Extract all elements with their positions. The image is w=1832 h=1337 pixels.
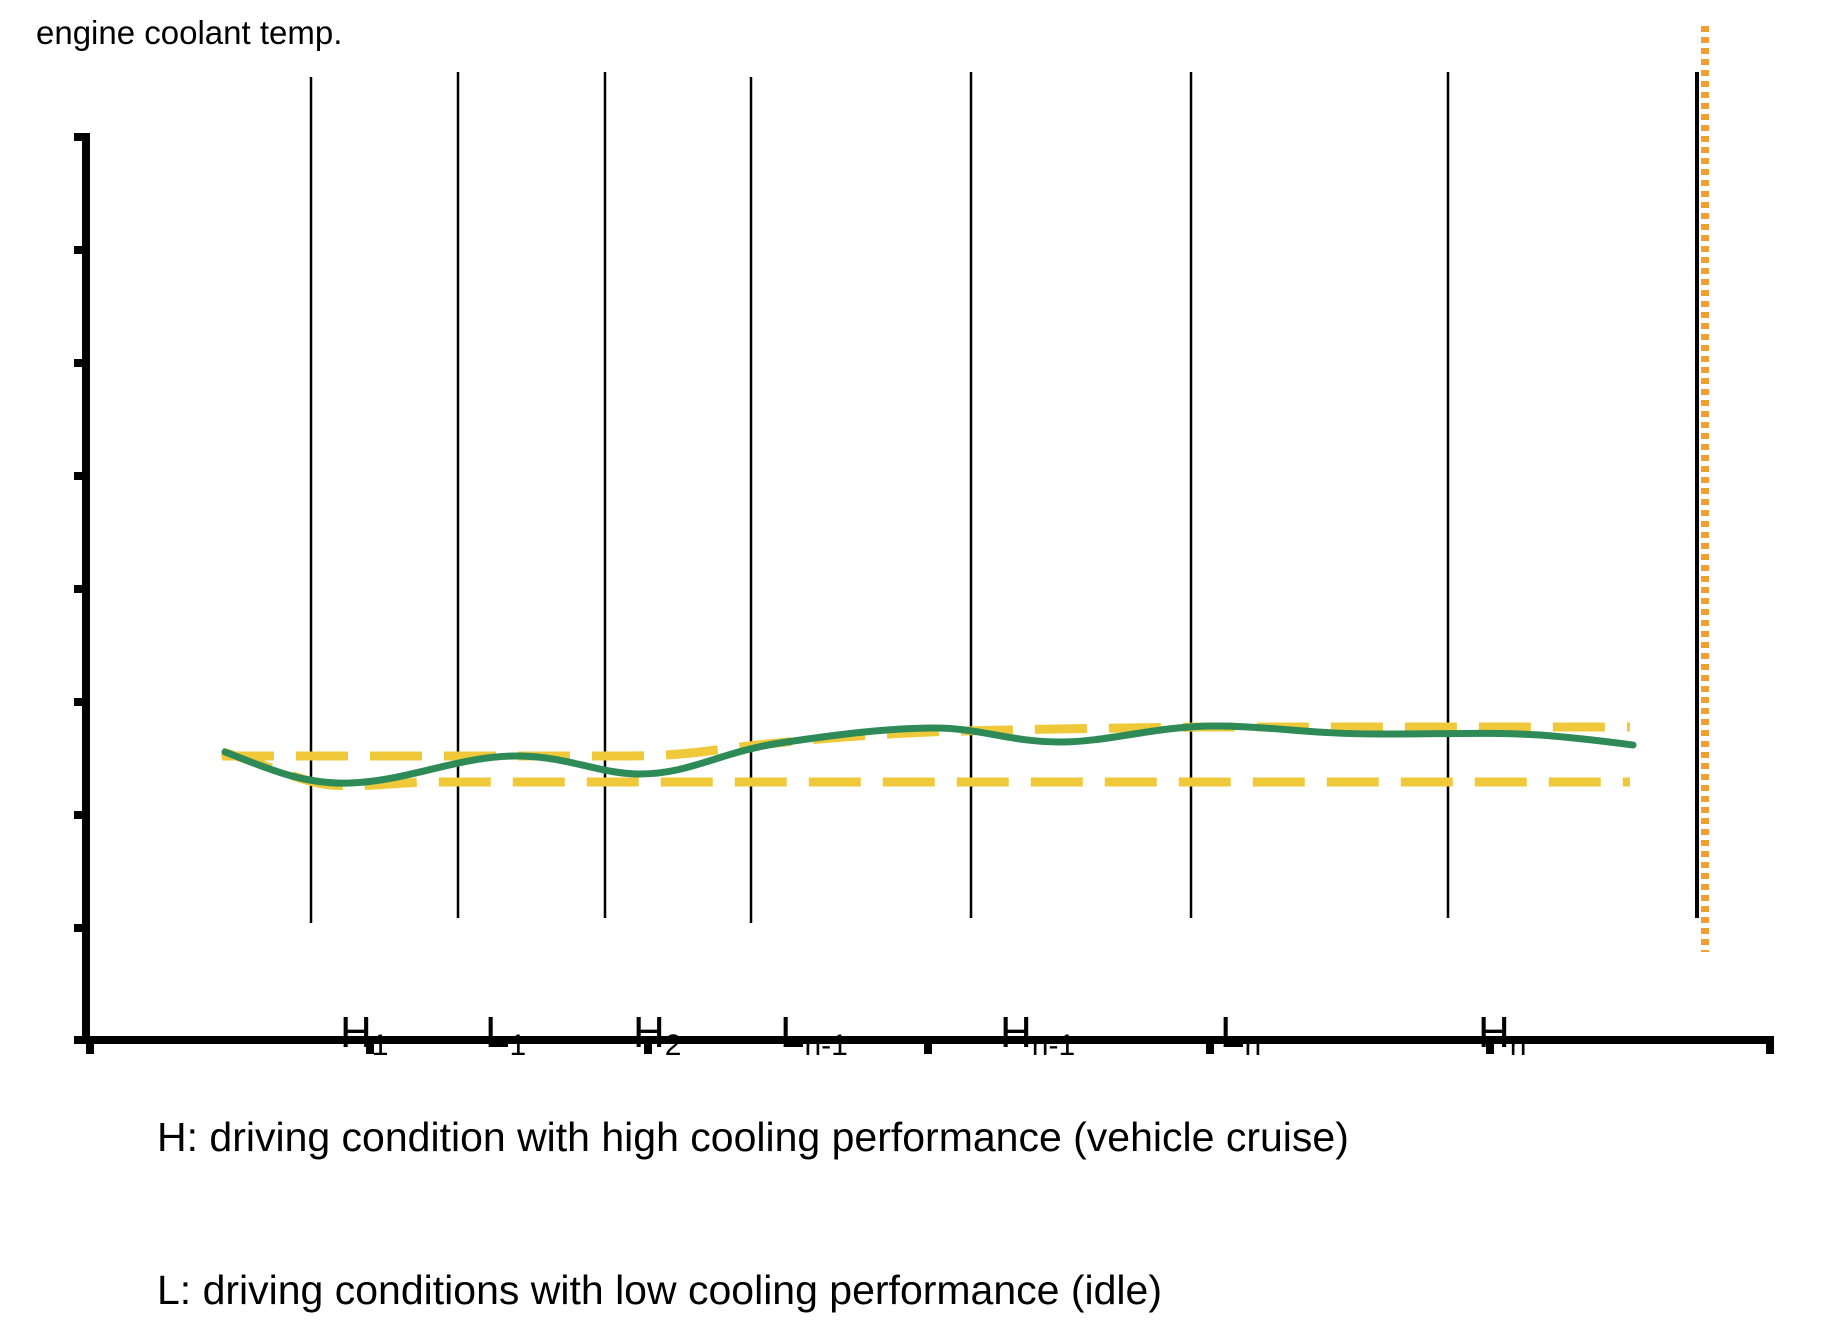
segment-label: L1 (485, 1008, 526, 1062)
segment-label: Hn (1478, 1008, 1526, 1062)
segment-labels: H1 L1 H2 Ln-1 Hn-1 Ln Hn (340, 1008, 1526, 1062)
segment-label: Hn-1 (1000, 1008, 1075, 1062)
legend-high-cooling: H: driving condition with high cooling p… (157, 1114, 1349, 1160)
diagram-title: engine coolant temp. (36, 14, 343, 51)
segment-separators (309, 72, 1699, 923)
axes (74, 133, 1774, 1054)
segment-label: H2 (633, 1008, 681, 1062)
upper-band-limit (222, 722, 1630, 761)
coolant-temperature-curve (221, 722, 1637, 787)
segment-label: Ln (1220, 1008, 1261, 1062)
legend-low-cooling: L: driving conditions with low cooling p… (157, 1267, 1162, 1313)
segment-label: Ln-1 (780, 1008, 848, 1062)
segment-label: H1 (340, 1008, 388, 1062)
x-axis-ticks (86, 1036, 1774, 1054)
y-axis-ticks (74, 133, 90, 932)
